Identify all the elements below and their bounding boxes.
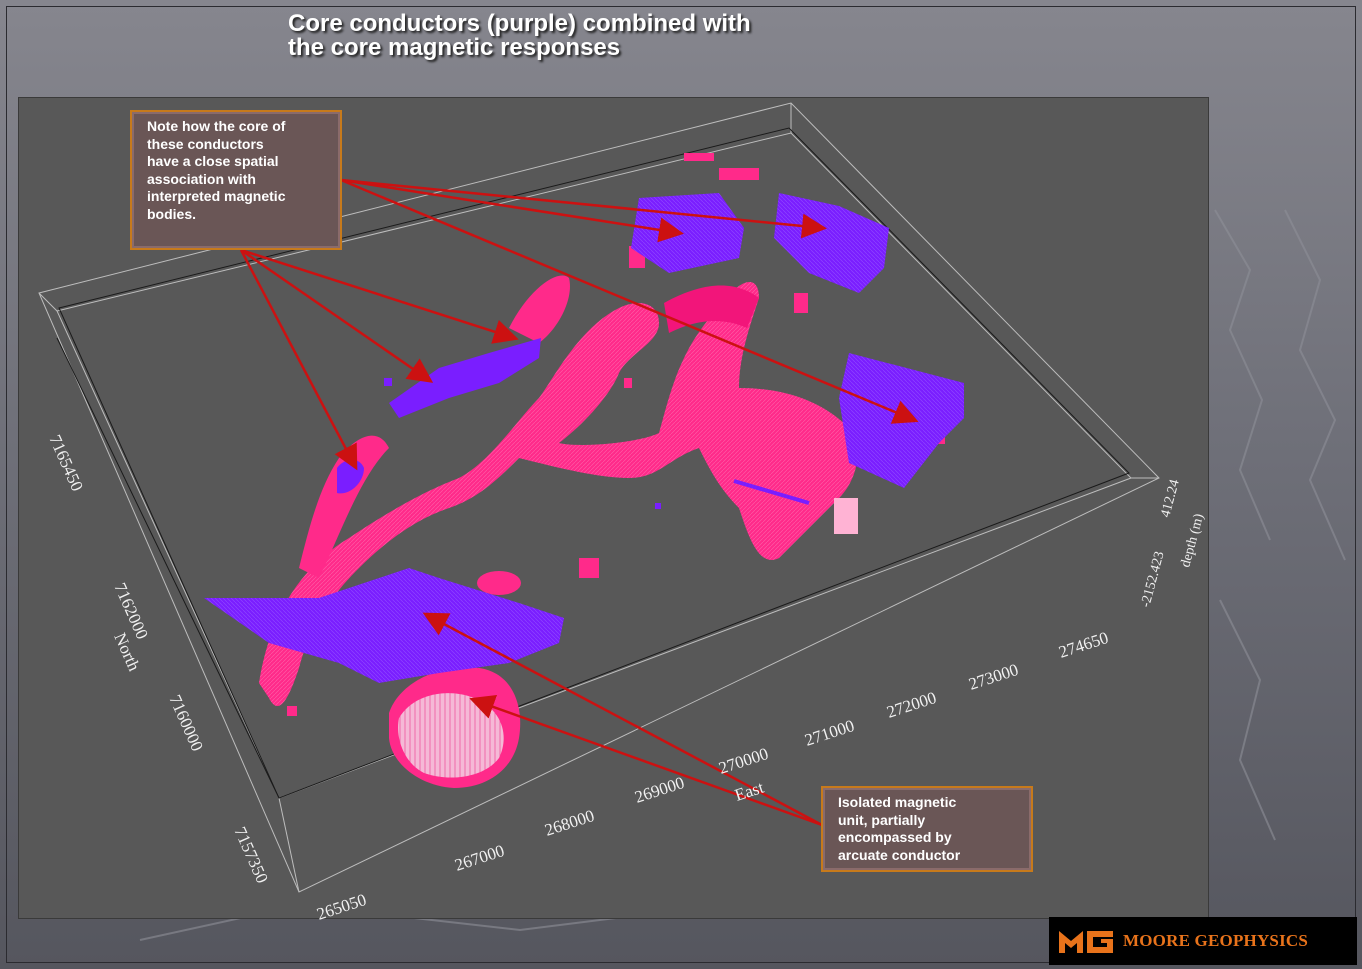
slide-frame bbox=[6, 6, 1356, 963]
conductors bbox=[204, 193, 964, 683]
logo-text: MOORE GEOPHYSICS bbox=[1123, 931, 1309, 950]
east-tick-label: 269000 bbox=[632, 773, 686, 807]
bounding-box-inner bbox=[56, 127, 1130, 799]
east-tick-label: 274650 bbox=[1056, 628, 1110, 662]
north-tick-label: 7157350 bbox=[230, 824, 272, 886]
east-axis-label: East bbox=[732, 778, 766, 805]
east-tick-label: 271000 bbox=[802, 716, 856, 750]
isolated-magnetic-unit bbox=[389, 667, 521, 788]
magnetic-body-blob bbox=[477, 571, 521, 595]
depth-axis: -2152.423 412.24 depth (m) bbox=[1138, 478, 1207, 609]
company-logo: MOORE GEOPHYSICS bbox=[1049, 917, 1357, 965]
east-tick-label: 273000 bbox=[966, 660, 1020, 694]
depth-tick-label: 412.24 bbox=[1158, 478, 1182, 519]
callout-arrows bbox=[239, 178, 919, 827]
slide-title-line-1: Core conductors (purple) combined with bbox=[288, 10, 751, 37]
slide-title: Core conductors (purple) combined with t… bbox=[288, 12, 751, 60]
mg-logo-icon bbox=[1059, 931, 1113, 953]
3d-model-canvas: 265050 267000 268000 269000 270000 27100… bbox=[38, 102, 1207, 920]
callout-isolated-unit: Isolated magnetic unit, partially encomp… bbox=[821, 786, 1033, 872]
north-tick-label: 7165450 bbox=[45, 432, 87, 494]
magnetic-bodies bbox=[259, 153, 945, 716]
north-tick-label: 7162000 bbox=[110, 580, 152, 642]
magnetic-body-lobe bbox=[664, 285, 759, 333]
north-tick-label: 7160000 bbox=[165, 692, 207, 754]
bounding-box bbox=[38, 102, 1160, 893]
magnetic-body-small bbox=[579, 558, 599, 578]
north-axis: 7157350 7160000 7162000 7165450 North bbox=[45, 432, 272, 886]
magnetic-body-left-arm bbox=[299, 435, 389, 578]
east-tick-label: 270000 bbox=[716, 744, 770, 778]
east-tick-label: 265050 bbox=[314, 890, 368, 920]
slide-title-line-2: the core magnetic responses bbox=[288, 34, 621, 61]
east-tick-label: 267000 bbox=[452, 841, 506, 875]
callout-spatial-association: Note how the core of these conductors ha… bbox=[130, 110, 342, 250]
depth-tick-label: -2152.423 bbox=[1138, 550, 1167, 609]
depth-axis-label: depth (m) bbox=[1178, 512, 1207, 569]
conductor-middle-strip bbox=[389, 338, 541, 418]
east-tick-label: 268000 bbox=[542, 806, 596, 840]
east-tick-label: 272000 bbox=[884, 688, 938, 722]
magnetic-body-ridge bbox=[509, 275, 570, 343]
